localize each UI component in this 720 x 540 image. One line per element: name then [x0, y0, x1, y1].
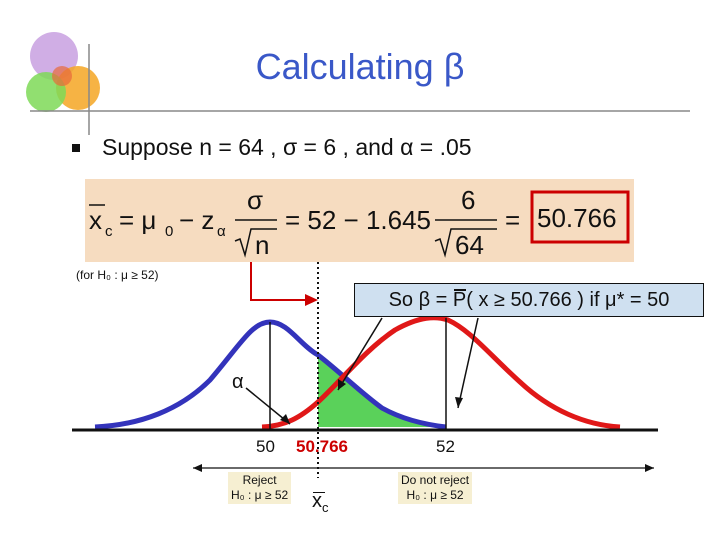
formula-mu0: = μ	[119, 205, 156, 235]
square-bullet-icon	[72, 144, 80, 152]
blue-distribution-curve	[94, 319, 447, 430]
result-box	[530, 190, 630, 244]
callout-pointer-right	[457, 317, 479, 409]
formula-mu0-sub: 0	[165, 223, 173, 240]
formula-z-sub: α	[217, 223, 226, 240]
callout-arrowhead-left-icon	[338, 379, 346, 390]
reject-arrowhead-icon	[193, 464, 202, 472]
alpha-label: α	[232, 371, 244, 393]
lead-text: Suppose n = 64 , σ = 6 , and α = .05	[102, 134, 472, 160]
alpha-arrowhead-icon	[280, 414, 290, 424]
formula-eq3: =	[505, 205, 520, 235]
red-distribution-curve	[261, 315, 621, 430]
tick-label-50: 50	[256, 437, 275, 456]
beta-shaded-area	[318, 354, 446, 427]
xc-bar	[313, 492, 325, 493]
null-hypothesis-note: (for H₀ : μ ≥ 52)	[76, 268, 159, 282]
formula-minus-z: − z	[179, 205, 214, 235]
do-not-reject-region-label: Do not reject H₀ : μ ≥ 52	[398, 472, 473, 504]
xc-label-x: x	[312, 490, 322, 512]
callout-pointer-left	[337, 317, 383, 391]
formula-xc-sub: c	[105, 223, 113, 240]
formula-sigma: σ	[247, 185, 263, 215]
reject-label-line1: Reject	[242, 473, 277, 487]
beta-callout: So β = P( x ≥ 50.766 ) if μ* = 50	[354, 283, 704, 317]
xc-label-sub: c	[322, 500, 329, 515]
accept-arrowhead-icon	[645, 464, 654, 472]
red-pointer-arrow	[250, 262, 305, 301]
formula-svg: x c = μ 0 − z α σ n = 52 − 1.645 6 64 = …	[89, 185, 630, 260]
slide-title: Calculating β	[255, 46, 465, 87]
accept-label-line2: H₀ : μ ≥ 52	[406, 488, 464, 502]
formula-box: x c = μ 0 − z α σ n = 52 − 1.645 6 64 = …	[85, 179, 634, 262]
formula-xc: x	[89, 205, 102, 235]
reject-label-line2: H₀ : μ ≥ 52	[231, 488, 289, 502]
formula-64: 64	[455, 230, 484, 260]
red-arrowhead-icon	[305, 294, 318, 306]
reject-region-label: Reject H₀ : μ ≥ 52	[228, 472, 292, 504]
formula-n: n	[255, 230, 269, 260]
callout-xbar	[454, 289, 466, 291]
callout-arrowhead-right-icon	[455, 397, 463, 408]
xc-label: xc	[312, 490, 329, 515]
tick-label-52: 52	[436, 437, 455, 456]
accept-label-line1: Do not reject	[401, 473, 470, 487]
formula-eq2: = 52 − 1.645	[285, 205, 431, 235]
formula-result: 50.766	[537, 203, 617, 233]
formula-six: 6	[461, 185, 475, 215]
tick-label-critical: 50.766	[296, 437, 348, 456]
